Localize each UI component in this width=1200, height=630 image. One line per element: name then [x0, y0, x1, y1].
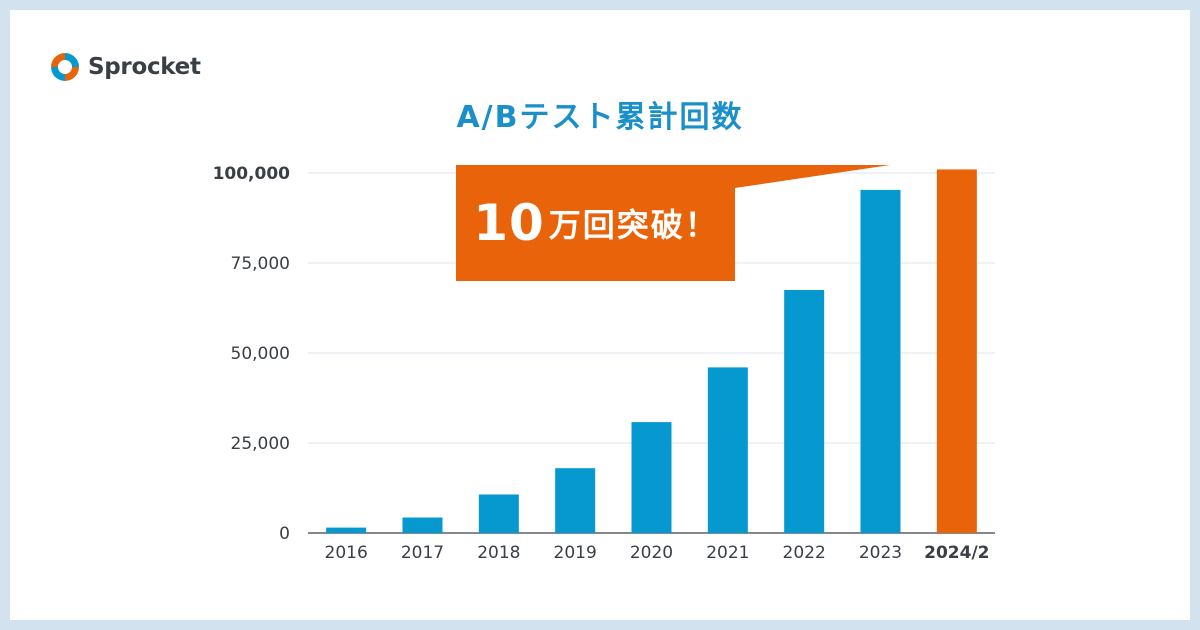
brand-logo[interactable]: Sprocket — [48, 50, 201, 84]
bar-2020[interactable] — [631, 422, 672, 533]
bar-2018[interactable] — [478, 494, 519, 533]
x-tick-label: 2021 — [706, 543, 749, 563]
bar-2016[interactable] — [326, 527, 367, 533]
brand-name: Sprocket — [88, 54, 201, 80]
bar-2019[interactable] — [555, 468, 596, 533]
y-tick-label: 50,000 — [231, 344, 290, 364]
x-tick-label: 2023 — [859, 543, 902, 563]
callout-label: 10 万回突破！ — [456, 165, 736, 281]
x-tick-label: 2016 — [325, 543, 368, 563]
chart-title: A/Bテスト累計回数 — [456, 100, 744, 135]
bar-2023[interactable] — [860, 189, 901, 534]
chart-card — [10, 10, 1190, 620]
bar-2017[interactable] — [402, 517, 443, 533]
y-tick-label: 0 — [279, 524, 290, 544]
x-tick-label: 2022 — [783, 543, 826, 563]
sprocket-logo-icon — [51, 53, 79, 81]
bar-2021[interactable] — [707, 367, 748, 533]
x-tick-label: 2018 — [477, 543, 520, 563]
bar-2024-2[interactable] — [936, 169, 977, 533]
y-tick-label: 25,000 — [231, 434, 290, 454]
bar-2022[interactable] — [784, 290, 825, 533]
x-tick-label: 2024/2 — [924, 543, 989, 563]
callout-suffix: 万回突破！ — [548, 206, 719, 244]
y-tick-label: 100,000 — [213, 164, 291, 184]
x-tick-label: 2019 — [554, 543, 597, 563]
x-tick-label: 2020 — [630, 543, 673, 563]
x-tick-label: 2017 — [401, 543, 444, 563]
callout-number: 10 — [473, 194, 545, 252]
y-tick-label: 75,000 — [231, 254, 290, 274]
callout-box — [456, 165, 890, 281]
